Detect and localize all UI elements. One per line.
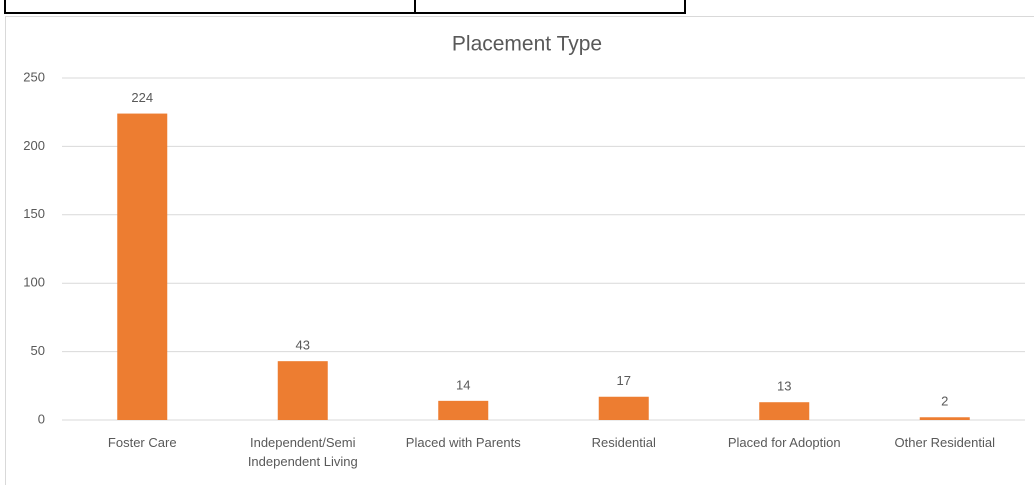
- x-tick-label: Foster Care: [107, 435, 177, 450]
- x-tick-label: Other Residential: [894, 435, 995, 450]
- bar: [438, 400, 489, 420]
- data-label: 13: [777, 379, 791, 394]
- y-tick-label: 50: [31, 343, 45, 358]
- chart-title: Placement Type: [452, 33, 602, 56]
- chart-frame: [5, 16, 1034, 485]
- x-tick-label: Residential: [591, 435, 656, 450]
- bar: [919, 417, 970, 420]
- bar: [598, 396, 649, 420]
- bar: [759, 402, 810, 420]
- data-label: 43: [296, 338, 310, 353]
- bar: [117, 113, 168, 421]
- y-tick-label: 250: [23, 69, 45, 84]
- data-label: 17: [617, 373, 631, 388]
- data-label: 224: [131, 90, 153, 105]
- x-tick-label: Placed with Parents: [405, 435, 521, 450]
- table-fragment: [4, 0, 686, 14]
- y-tick-label: 100: [23, 275, 45, 290]
- data-label: 14: [456, 377, 470, 392]
- x-tick-label: Placed for Adoption: [727, 435, 841, 450]
- data-label: 2: [941, 394, 948, 409]
- y-tick-label: 0: [38, 411, 45, 426]
- bar: [277, 361, 328, 420]
- y-tick-label: 200: [23, 138, 45, 153]
- x-tick-label: Independent/Semi Independent Living: [247, 435, 358, 469]
- table-divider: [414, 0, 416, 14]
- y-tick-label: 150: [23, 206, 45, 221]
